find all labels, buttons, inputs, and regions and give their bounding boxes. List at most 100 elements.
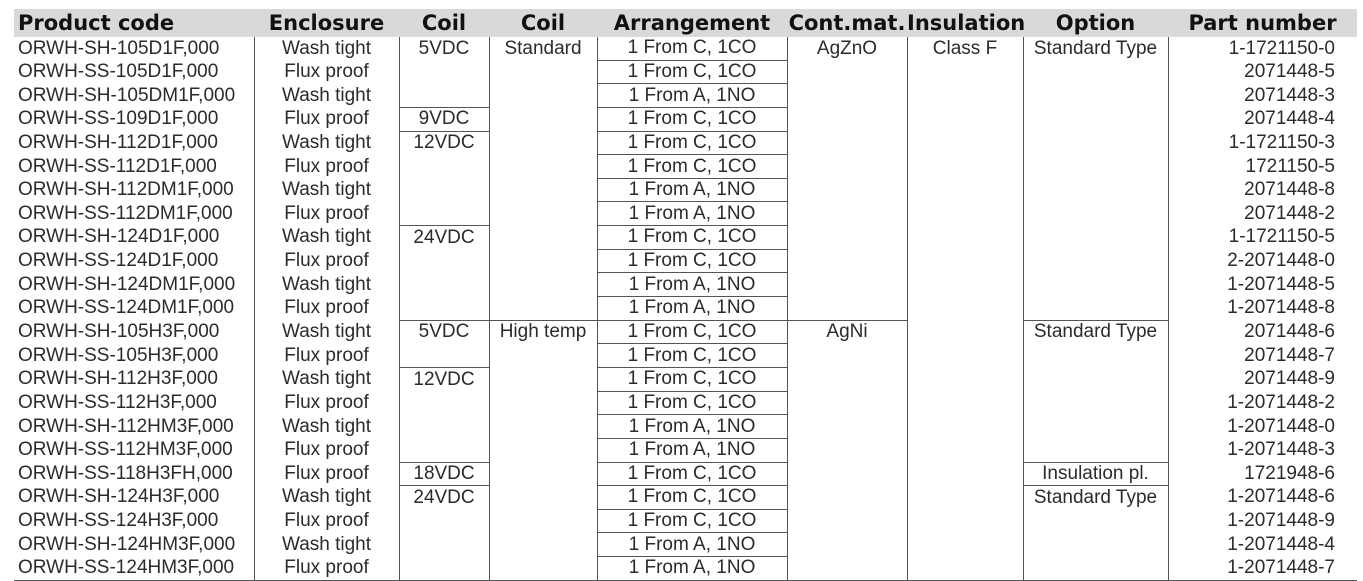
header-part-number: Part number <box>1168 9 1357 37</box>
coil-type-cell <box>488 509 597 533</box>
coil-type-cell <box>488 225 597 250</box>
product-code-cell: ORWH-SS-112H3F,000 <box>18 391 217 413</box>
enclosure-cell: Wash tight <box>253 272 399 297</box>
enclosure-cell: Flux proof <box>253 296 399 321</box>
enclosure-cell: Flux proof <box>253 249 399 273</box>
insulation-cell <box>906 201 1023 226</box>
header-option: Option <box>1023 9 1168 37</box>
arrangement-cell: 1 From C, 1CO <box>596 508 787 533</box>
contact-material-cell <box>786 391 907 415</box>
part-number-cell: 1-2071448-9 <box>1167 509 1357 533</box>
part-number-cell: 1721150-5 <box>1167 154 1357 179</box>
arrangement-cell: 1 From C, 1CO <box>596 461 787 486</box>
header-contact-material: Cont.mat. <box>787 9 907 37</box>
product-code-cell: ORWH-SS-105D1F,000 <box>18 60 219 82</box>
coil-type-cell <box>488 83 597 108</box>
table-row: ORWH-SH-124H3F,000 Wash tight 24VDC 1 From … <box>14 485 1357 510</box>
part-number-cell: 1-1721150-3 <box>1167 131 1357 155</box>
contact-material-cell <box>786 509 907 533</box>
coil-type-cell <box>488 201 597 226</box>
arrangement-cell: 1 From C, 1CO <box>596 485 787 510</box>
coil-voltage-cell: 24VDC <box>398 485 489 510</box>
option-cell: Insulation pl. <box>1022 461 1168 486</box>
table-row: ORWH-SS-105H3F,000 Flux proof 1 From C, 1C… <box>14 343 1357 368</box>
part-number-cell: 1-2071448-7 <box>1167 556 1357 581</box>
option-cell <box>1022 107 1168 132</box>
enclosure-cell: Flux proof <box>253 201 399 226</box>
option-cell <box>1022 154 1168 179</box>
table-row: ORWH-SH-105D1F,000 Wash tight 5VDC Standard… <box>14 37 1357 61</box>
enclosure-cell: Wash tight <box>253 320 399 344</box>
coil-type-cell <box>488 414 597 439</box>
enclosure-cell: Flux proof <box>253 438 399 463</box>
enclosure-cell: Flux proof <box>253 343 399 368</box>
insulation-cell <box>906 60 1023 84</box>
coil-voltage-cell: 5VDC <box>398 37 489 61</box>
header-row: Product code Enclosure Coil Coil Arrange… <box>14 9 1357 37</box>
part-number-cell: 1-2071448-2 <box>1167 391 1357 415</box>
contact-material-cell <box>786 131 907 155</box>
insulation-cell: Class F <box>906 37 1023 61</box>
product-code-cell: ORWH-SS-112HM3F,000 <box>18 439 233 461</box>
arrangement-cell: 1 From A, 1NO <box>596 556 787 581</box>
contact-material-cell <box>786 178 907 202</box>
coil-voltage-cell <box>398 249 489 273</box>
contact-material-cell <box>786 201 907 226</box>
coil-voltage-cell <box>398 532 489 557</box>
coil-voltage-cell <box>398 83 489 108</box>
option-cell <box>1022 343 1168 368</box>
coil-voltage-cell <box>398 296 489 321</box>
product-code-cell: ORWH-SH-124H3F,000 <box>18 486 220 508</box>
product-code-cell: ORWH-SS-124D1F,000 <box>18 250 219 272</box>
table-row: ORWH-SH-112D1F,000 Wash tight 12VDC 1 From … <box>14 130 1357 155</box>
arrangement-cell: 1 From A, 1NO <box>596 532 787 557</box>
coil-type-cell <box>488 178 597 202</box>
table-row: ORWH-SH-124D1F,000 Wash tight 24VDC 1 From … <box>14 225 1357 250</box>
option-cell <box>1022 249 1168 273</box>
product-code-cell: ORWH-SH-124D1F,000 <box>18 226 220 248</box>
part-number-cell: 1-1721150-0 <box>1167 37 1357 61</box>
option-cell <box>1022 532 1168 557</box>
part-number-cell: 2071448-2 <box>1167 201 1357 226</box>
enclosure-cell: Wash tight <box>253 485 399 510</box>
arrangement-cell: 1 From A, 1NO <box>596 272 787 297</box>
table-row: ORWH-SS-124D1F,000 Flux proof 1 From C, 1C… <box>14 248 1357 273</box>
enclosure-cell: Wash tight <box>253 367 399 392</box>
product-code-cell: ORWH-SS-124DM1F,000 <box>18 297 235 319</box>
table-row: ORWH-SS-112H3F,000 Flux proof 1 From C, 1C… <box>14 390 1357 415</box>
header-coil-type: Coil <box>489 9 597 37</box>
part-number-cell: 1-2071448-5 <box>1167 272 1357 297</box>
enclosure-cell: Flux proof <box>253 462 399 486</box>
table-row: ORWH-SS-112HM3F,000 Flux proof 1 From A, 1… <box>14 437 1357 463</box>
option-cell <box>1022 296 1168 321</box>
insulation-cell <box>906 485 1023 510</box>
contact-material-cell <box>786 60 907 84</box>
contact-material-cell <box>786 83 907 108</box>
coil-voltage-cell: 12VDC <box>398 366 489 392</box>
product-code-cell: ORWH-SH-112DM1F,000 <box>18 179 234 201</box>
contact-material-cell: AgZnO <box>786 37 907 61</box>
coil-voltage-cell: 18VDC <box>398 461 489 486</box>
arrangement-cell: 1 From C, 1CO <box>596 366 787 392</box>
enclosure-cell: Wash tight <box>253 83 399 108</box>
option-cell <box>1022 367 1168 392</box>
contact-material-cell: AgNi <box>786 319 907 344</box>
enclosure-cell: Flux proof <box>253 556 399 581</box>
coil-type-cell <box>488 462 597 486</box>
insulation-cell <box>906 367 1023 392</box>
coil-voltage-cell <box>398 391 489 415</box>
insulation-cell <box>906 556 1023 581</box>
contact-material-cell <box>786 107 907 132</box>
coil-voltage-cell <box>398 509 489 533</box>
insulation-cell <box>906 343 1023 368</box>
enclosure-cell: Wash tight <box>253 37 399 61</box>
coil-type-cell <box>488 296 597 321</box>
table-row: ORWH-SS-124HM3F,000 Flux proof 1 From A, 1… <box>14 556 1357 581</box>
contact-material-cell <box>786 249 907 273</box>
coil-type-cell: Standard <box>488 37 597 61</box>
option-cell <box>1022 131 1168 155</box>
coil-type-cell <box>488 532 597 557</box>
insulation-cell <box>906 462 1023 486</box>
product-code-cell: ORWH-SH-112D1F,000 <box>18 131 218 153</box>
enclosure-cell: Wash tight <box>253 532 399 557</box>
